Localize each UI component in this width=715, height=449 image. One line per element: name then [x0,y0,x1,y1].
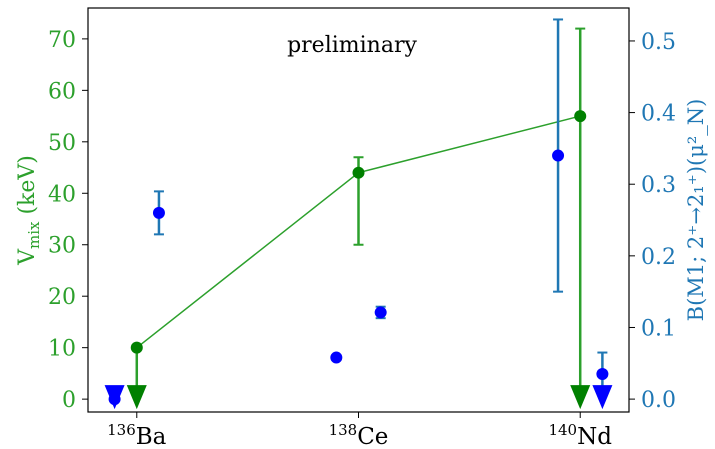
point-0-2 [574,110,587,123]
right-tick-label-1: 0.1 [641,316,676,341]
point-1-0 [108,393,121,406]
x-tick-label-Ba: 136Ba [107,421,167,449]
series-1 [104,18,613,410]
series-0 [126,27,591,410]
right-axis-label: B(M1; 2⁺→2₁⁺)(μ²_N) [684,99,708,322]
left-tick-label-10: 10 [48,337,76,362]
left-tick-label-0: 0 [62,388,76,413]
right-tick-label-5: 0.5 [641,30,676,55]
left-axis-label: Vmix (keV) [15,155,43,266]
x-tick-label-Ce: 138Ce [329,421,389,449]
x-tick-label-Nd: 140Nd [548,421,612,449]
point-1-5 [596,368,609,381]
point-1-3 [374,306,387,319]
right-tick-label-0: 0.0 [641,388,676,413]
annotation-preliminary: preliminary [287,33,417,58]
upper-limit-arrow-0-2 [570,385,591,410]
upper-limit-arrow-0-0 [126,385,147,410]
right-tick-label-2: 0.2 [641,245,676,270]
left-tick-label-70: 70 [48,28,76,53]
right-tick-label-3: 0.3 [641,173,676,198]
point-0-0 [130,341,143,354]
point-1-2 [330,351,343,364]
left-tick-label-60: 60 [48,79,76,104]
upper-limit-arrow-1-5 [592,385,613,410]
point-0-1 [352,166,365,179]
left-tick-label-40: 40 [48,182,76,207]
point-1-1 [152,206,165,219]
left-tick-label-20: 20 [48,285,76,310]
right-tick-label-4: 0.4 [641,102,676,127]
point-1-4 [552,149,565,162]
left-tick-label-30: 30 [48,234,76,259]
left-tick-label-50: 50 [48,131,76,156]
